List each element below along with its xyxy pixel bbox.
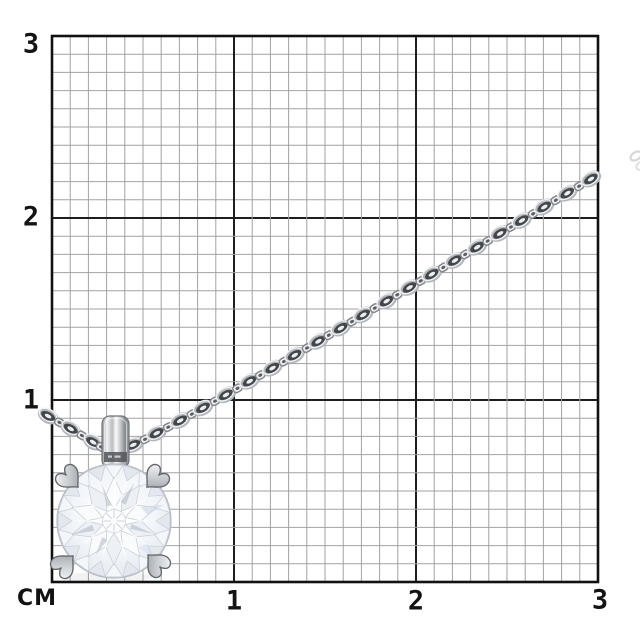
prong (54, 463, 79, 488)
prong (147, 554, 172, 579)
diamond (56, 463, 172, 579)
x-axis-tick-1: 1 (225, 585, 243, 617)
prong (146, 463, 171, 488)
y-axis-tick-1: 1 (22, 384, 40, 416)
unit-label-cm: СМ (17, 586, 58, 611)
chain (37, 150, 640, 453)
y-axis-tick-2: 2 (22, 201, 40, 233)
pendant (49, 415, 172, 582)
x-axis-tick-3: 3 (591, 584, 609, 616)
chain-fragment (629, 150, 640, 171)
x-axis-tick-2: 2 (407, 585, 425, 617)
y-axis-tick-3: 3 (22, 28, 40, 60)
prong (49, 555, 74, 580)
cm-grid (50, 34, 600, 584)
